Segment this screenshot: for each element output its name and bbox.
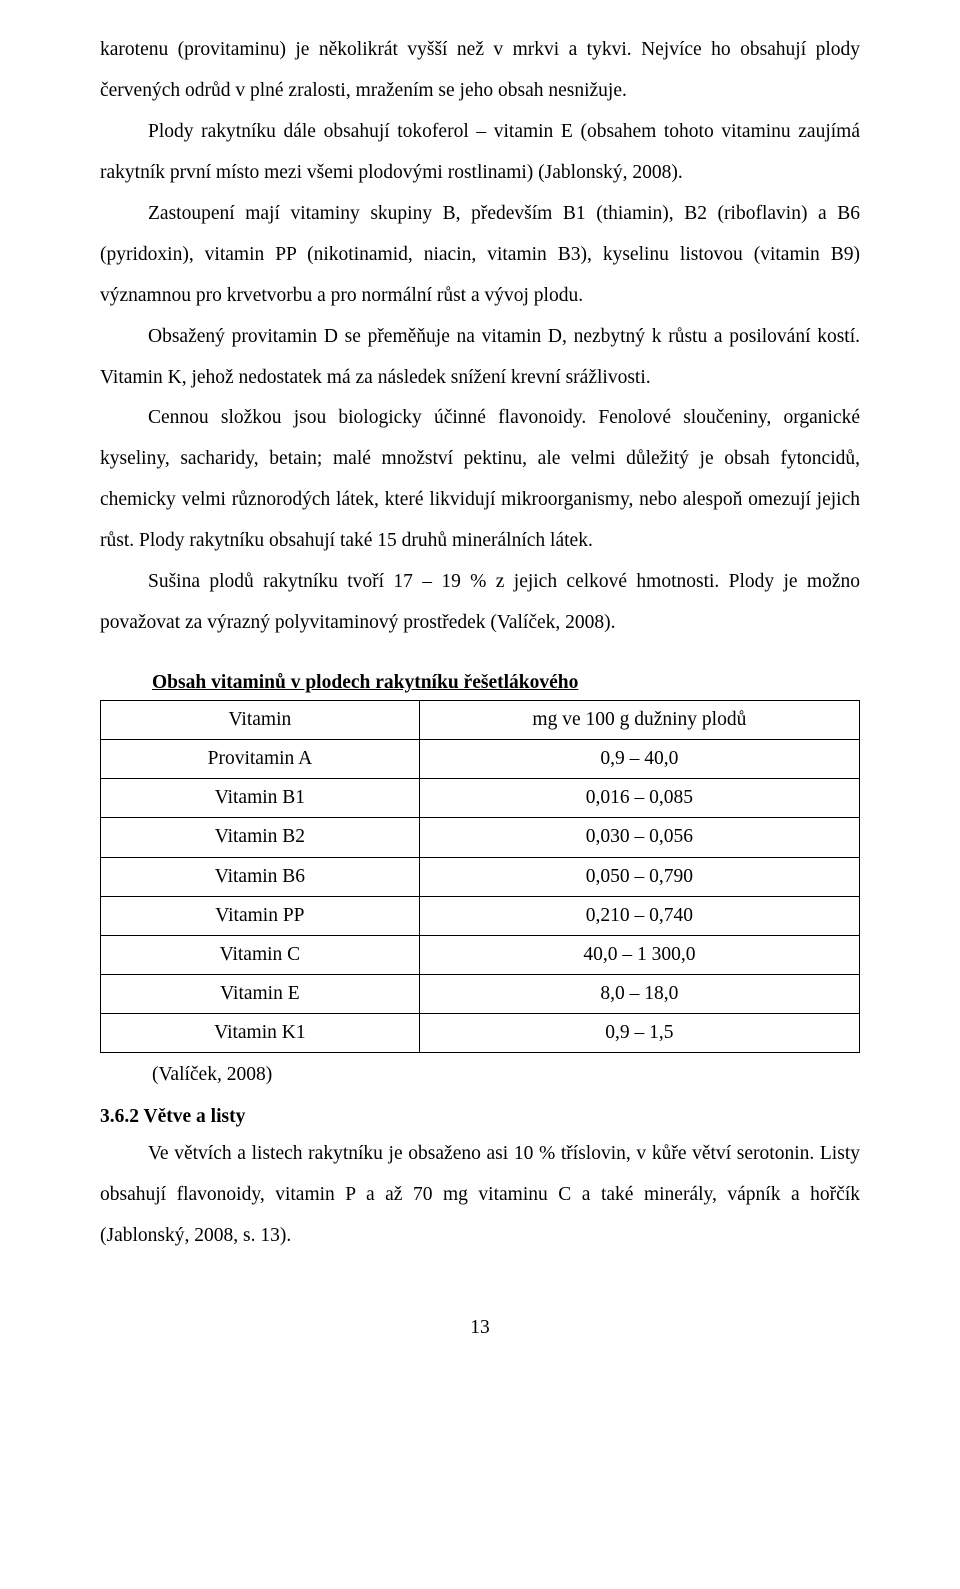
page-number: 13 [100, 1317, 860, 1339]
table-cell-amount: 0,210 – 0,740 [419, 896, 859, 935]
table-cell-vitamin: Vitamin B6 [101, 857, 420, 896]
table-title: Obsah vitaminů v plodech rakytníku řešet… [152, 672, 860, 694]
paragraph-3: Zastoupení mají vitaminy skupiny B, před… [100, 194, 860, 317]
table-row: Vitamin C40,0 – 1 300,0 [101, 935, 860, 974]
table-cell-vitamin: Vitamin K1 [101, 1014, 420, 1053]
table-cell-vitamin: Vitamin B2 [101, 818, 420, 857]
table-row: Vitamin PP0,210 – 0,740 [101, 896, 860, 935]
paragraph-6: Sušina plodů rakytníku tvoří 17 – 19 % z… [100, 562, 860, 644]
paragraph-2: Plody rakytníku dále obsahují tokoferol … [100, 112, 860, 194]
table-row: Provitamin A0,9 – 40,0 [101, 740, 860, 779]
table-row: Vitamin B60,050 – 0,790 [101, 857, 860, 896]
table-cell-amount: 0,016 – 0,085 [419, 779, 859, 818]
table-cell-amount: 40,0 – 1 300,0 [419, 935, 859, 974]
table-row: Vitamin K10,9 – 1,5 [101, 1014, 860, 1053]
paragraph-7: Ve větvích a listech rakytníku je obsaže… [100, 1134, 860, 1257]
table-cell-vitamin: Vitamin PP [101, 896, 420, 935]
table-row: Vitamin B10,016 – 0,085 [101, 779, 860, 818]
subsection-heading: 3.6.2 Větve a listy [100, 1106, 860, 1128]
paragraph-1: karotenu (provitaminu) je několikrát vyš… [100, 30, 860, 112]
table-row: Vitamin B20,030 – 0,056 [101, 818, 860, 857]
document-page: karotenu (provitaminu) je několikrát vyš… [0, 0, 960, 1399]
table-body: Provitamin A0,9 – 40,0Vitamin B10,016 – … [101, 740, 860, 1053]
table-cell-amount: 8,0 – 18,0 [419, 974, 859, 1013]
table-cell-amount: 0,9 – 1,5 [419, 1014, 859, 1053]
table-row: Vitamin E8,0 – 18,0 [101, 974, 860, 1013]
table-cell-vitamin: Vitamin B1 [101, 779, 420, 818]
table-header-row: Vitamin mg ve 100 g dužniny plodů [101, 701, 860, 740]
paragraph-4: Obsažený provitamin D se přeměňuje na vi… [100, 317, 860, 399]
table-cell-amount: 0,9 – 40,0 [419, 740, 859, 779]
table-cell-vitamin: Vitamin E [101, 974, 420, 1013]
table-cell-amount: 0,030 – 0,056 [419, 818, 859, 857]
table-cell-vitamin: Vitamin C [101, 935, 420, 974]
vitamin-table: Vitamin mg ve 100 g dužniny plodů Provit… [100, 700, 860, 1053]
table-cell-amount: 0,050 – 0,790 [419, 857, 859, 896]
table-cell-vitamin: Provitamin A [101, 740, 420, 779]
table-header-amount: mg ve 100 g dužniny plodů [419, 701, 859, 740]
table-citation: (Valíček, 2008) [152, 1055, 860, 1094]
table-header-vitamin: Vitamin [101, 701, 420, 740]
paragraph-5: Cennou složkou jsou biologicky účinné fl… [100, 398, 860, 562]
